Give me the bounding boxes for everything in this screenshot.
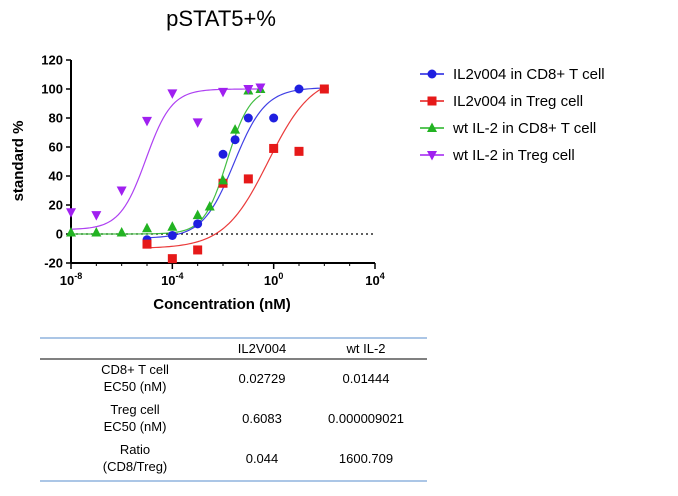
legend-marker [427,122,437,132]
legend-label: IL2v004 in Treg cell [453,93,583,110]
series-1-point [243,113,253,123]
legend: IL2v004 in CD8+ T cell IL2v004 in Treg ce… [420,66,605,164]
x-tick-label: 104 [365,271,384,288]
table-row-label: (CD8/Treg) [103,459,168,474]
series-3-point [192,209,203,220]
series-4-point [66,208,76,218]
series-3-point [91,227,102,237]
table-row-label: Treg cell [110,402,159,417]
legend-marker [427,151,437,161]
series-1-point [193,219,203,229]
legend-marker [427,96,437,106]
y-tick-label: 20 [49,198,63,213]
series-3-point [167,221,178,231]
series-4-point [192,118,203,128]
table-row-label: EC50 (nM) [104,419,167,434]
table-row-label: EC50 (nM) [104,379,167,394]
fit-curve-4 [70,88,261,230]
y-tick-label: 100 [41,82,63,97]
series-3-point [230,124,241,134]
legend-label: wt IL-2 in Treg cell [452,147,575,164]
plot-area: -20 0 20 40 60 80 100 120 10-8 10-4 100 104 [41,53,384,289]
series-3-point [218,174,228,185]
x-tick-label: 10-8 [60,271,82,288]
series-4-point [243,85,254,95]
series-1-point [167,230,177,240]
legend-label: wt IL-2 in CD8+ T cell [452,120,596,137]
series-4-point [218,87,228,98]
series-1-point [269,113,279,123]
series-1-point [230,135,240,145]
y-tick-label: -20 [44,256,63,271]
table-cell: 0.6083 [242,411,282,426]
table-cell: 1600.709 [339,451,393,466]
y-tick-label: 0 [56,227,63,242]
y-tick-label: 120 [41,53,63,68]
series-3-point [66,227,76,237]
series-4-point [116,186,127,196]
table-cell: 0.01444 [343,371,390,386]
series-3-point [116,227,127,237]
table-header-2: wt IL-2 [345,341,385,356]
series-2-point [319,84,329,94]
series-4-point [167,89,178,99]
table-cell: 0.000009021 [328,411,404,426]
fit-curve-2 [146,86,325,249]
table-cell: 0.044 [246,451,279,466]
series-2-point [142,239,152,249]
series-2-point [167,254,177,264]
table-cell: 0.02729 [239,371,286,386]
series-2-point [269,143,279,153]
table-row-label: CD8+ T cell [101,362,169,377]
y-axis-label: standard % [10,121,27,202]
x-axis-label: Concentration (nM) [153,296,290,313]
y-tick-label: 80 [49,111,63,126]
series-2-point [243,174,253,184]
x-tick-label: 100 [264,271,283,288]
series-2-point [193,245,203,255]
series-4-point [142,116,152,127]
series-1-point [218,149,228,159]
series-4-point [255,83,266,94]
y-tick-label: 40 [49,169,63,184]
y-tick-label: 60 [49,140,63,155]
series-4-point [91,211,102,221]
x-tick-label: 10-4 [161,271,183,288]
table-row-label: Ratio [120,442,150,457]
series-3-point [142,222,152,233]
series-3-point [204,200,215,211]
chart-title: pSTAT5+% [166,6,276,31]
series-1-point [294,84,304,94]
ec50-table: IL2V004 wt IL-2 CD8+ T cell EC50 (nM) 0.0272… [40,337,427,482]
series-2-point [294,146,304,156]
legend-marker [427,69,437,79]
table-header-1: IL2V004 [238,341,286,356]
fit-curve-3 [71,94,261,235]
legend-label: IL2v004 in CD8+ T cell [453,66,605,83]
